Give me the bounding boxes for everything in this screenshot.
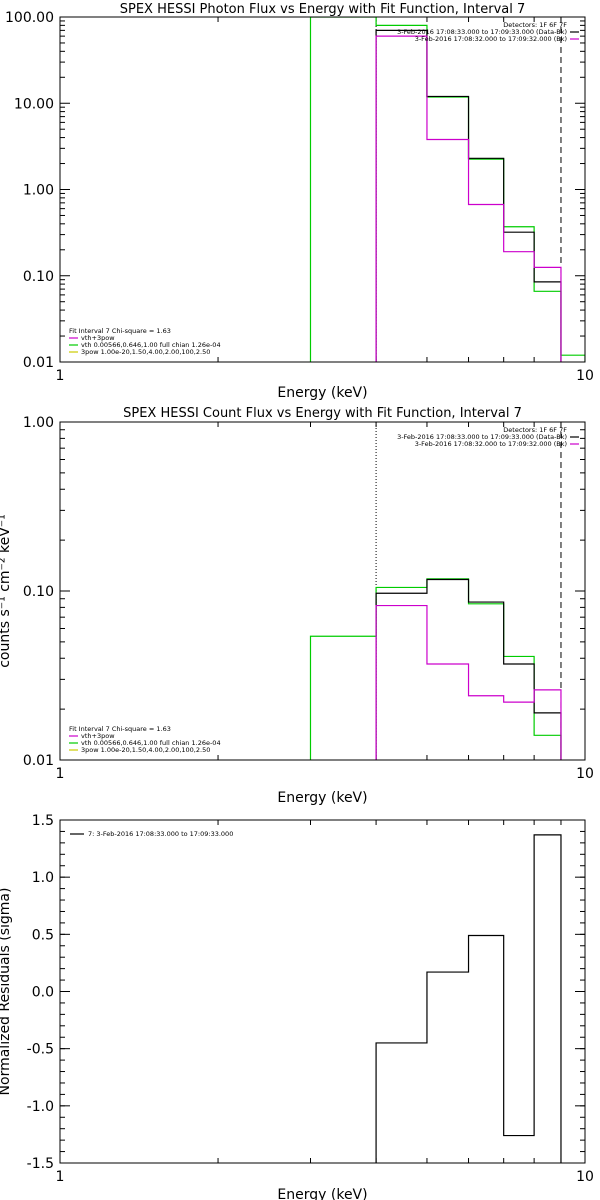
y-tick-label: 0.01 bbox=[23, 355, 54, 371]
residuals-panel: 1 10 1.5 1.0 0.5 0.0 -0.5 -1.0 -1.5 Energy (keV) N… bbox=[0, 813, 594, 1200]
series-bk bbox=[375, 604, 562, 760]
y-tick-label: 0.10 bbox=[23, 269, 54, 285]
legend-entry: 3pow 1.00e-20,1.50,4.00,2.00,100,2.50 bbox=[81, 746, 210, 754]
legend-entry: Fit Interval 7 Chi-square = 1.63 bbox=[69, 327, 171, 335]
x-tick-label: 1 bbox=[56, 368, 65, 384]
legend-entry: vth+3pow bbox=[81, 334, 115, 342]
x-tick-label: 10 bbox=[576, 368, 594, 384]
y-tick-label: 10.00 bbox=[14, 96, 54, 112]
series-bk bbox=[375, 35, 562, 362]
legend-top-left: 7: 3-Feb-2016 17:08:33.000 to 17:09:33.0… bbox=[70, 830, 233, 838]
y-tick-label: 1.00 bbox=[23, 183, 54, 199]
x-tick-label: 10 bbox=[576, 766, 594, 782]
series-vth-3pow bbox=[309, 17, 585, 362]
y-tick-label: -0.5 bbox=[27, 1042, 54, 1058]
legend-entry: 3-Feb-2016 17:08:33.000 to 17:09:33.000 … bbox=[397, 433, 567, 441]
y-axis-label: Normalized Residuals (sigma) bbox=[0, 888, 13, 1096]
legend-entry: 3-Feb-2016 17:08:33.000 to 17:09:33.000 … bbox=[397, 28, 567, 36]
x-tick-label: 10 bbox=[576, 1169, 594, 1185]
legend-entry: vth 0.00566,0.646,1.00 full chian 1.26e-… bbox=[81, 341, 221, 349]
legend-entry: 3-Feb-2016 17:08:32.000 to 17:09:32.000 … bbox=[415, 35, 567, 43]
legend-entry: Detectors: 1F 6F 7F bbox=[503, 21, 567, 29]
chart-title: SPEX HESSI Photon Flux vs Energy with Fi… bbox=[120, 2, 526, 17]
y-tick-label: 0.10 bbox=[23, 584, 54, 600]
x-axis-label: Energy (keV) bbox=[277, 790, 367, 806]
series-vth-3pow bbox=[309, 578, 562, 760]
count-flux-panel: SPEX HESSI Count Flux vs Energy with Fit… bbox=[0, 406, 594, 806]
chart-title: SPEX HESSI Count Flux vs Energy with Fit… bbox=[123, 406, 522, 421]
y-tick-label: 1.00 bbox=[23, 415, 54, 431]
y-tick-label: 100.00 bbox=[5, 10, 54, 26]
y-tick-label: -1.5 bbox=[27, 1156, 54, 1172]
legend-entry: vth+3pow bbox=[81, 732, 115, 740]
x-tick-label: 1 bbox=[56, 1169, 65, 1185]
legend-entry: 3-Feb-2016 17:08:32.000 to 17:09:32.000 … bbox=[415, 440, 567, 448]
legend-entry: vth 0.00566,0.646,1.00 full chian 1.26e-… bbox=[81, 739, 221, 747]
plot-frame bbox=[59, 421, 586, 761]
legend-top-right: Detectors: 1F 6F 7F3-Feb-2016 17:08:33.0… bbox=[397, 21, 579, 43]
x-tick-label: 1 bbox=[56, 766, 65, 782]
series-data-bk bbox=[375, 578, 562, 760]
legend-top-right: Detectors: 1F 6F 7F3-Feb-2016 17:08:33.0… bbox=[397, 426, 579, 448]
legend-bottom-left: Fit Interval 7 Chi-square = 1.63vth+3pow… bbox=[69, 327, 221, 356]
y-tick-label: 0.01 bbox=[23, 753, 54, 769]
legend-entry: 3pow 1.00e-20,1.50,4.00,2.00,100,2.50 bbox=[81, 348, 210, 356]
x-axis-label: Energy (keV) bbox=[277, 1187, 367, 1200]
legend-entry: Fit Interval 7 Chi-square = 1.63 bbox=[69, 725, 171, 733]
plot-frame bbox=[59, 819, 586, 1164]
plot-frame bbox=[59, 16, 586, 363]
y-tick-label: 0.5 bbox=[32, 927, 54, 943]
legend-bottom-left: Fit Interval 7 Chi-square = 1.63vth+3pow… bbox=[69, 725, 221, 754]
y-tick-label: 1.5 bbox=[32, 813, 54, 829]
y-tick-label: 0.0 bbox=[32, 985, 54, 1001]
series-data-bk bbox=[375, 29, 562, 362]
y-axis-label: counts s⁻¹ cm⁻² keV⁻¹ bbox=[0, 514, 13, 668]
y-tick-label: -1.0 bbox=[27, 1099, 54, 1115]
legend-entry: Detectors: 1F 6F 7F bbox=[503, 426, 567, 434]
y-tick-label: 1.0 bbox=[32, 870, 54, 886]
legend-entry: 7: 3-Feb-2016 17:08:33.000 to 17:09:33.0… bbox=[88, 830, 233, 838]
x-axis-label: Energy (keV) bbox=[277, 385, 367, 401]
photon-flux-panel: SPEX HESSI Photon Flux vs Energy with Fi… bbox=[5, 2, 594, 401]
series-7-3-feb-2016-17-08-33-000-to-17-09-33-000 bbox=[375, 834, 562, 1163]
